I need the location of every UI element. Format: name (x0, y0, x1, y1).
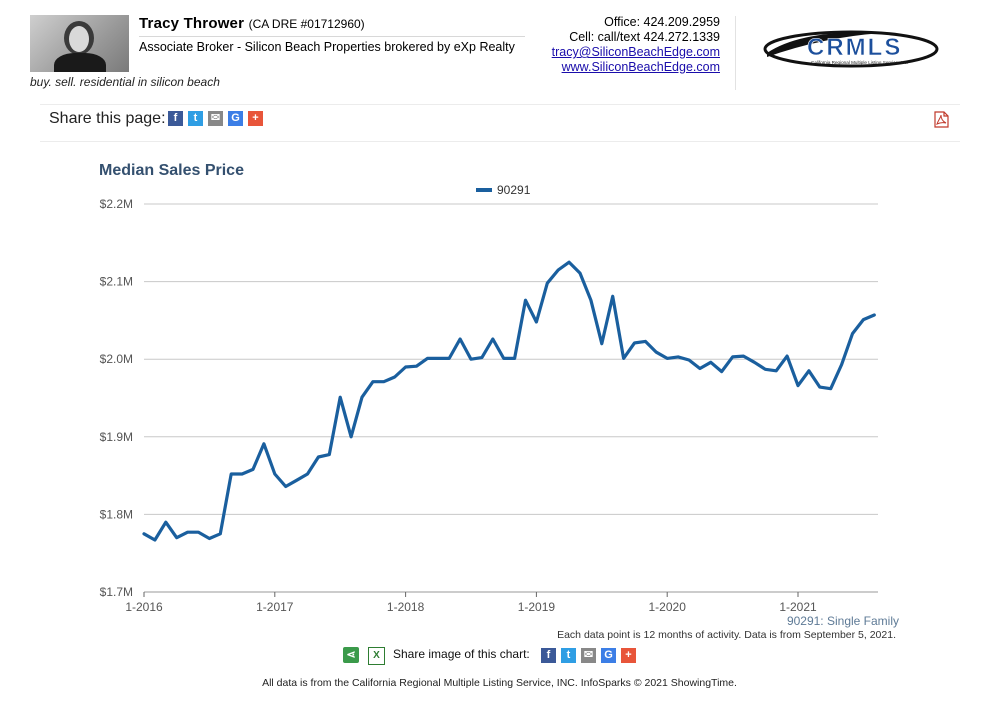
series-note: 90291: Single Family (786, 614, 899, 628)
footer-credit: All data is from the California Regional… (262, 677, 737, 689)
y-tick-label: $1.7M (100, 585, 133, 599)
excel-icon[interactable]: X (368, 647, 385, 665)
cell-phone: Cell: call/text 424.272.1339 (569, 30, 720, 44)
share-chart-label: Share image of this chart: (393, 647, 530, 661)
y-tick-label: $2.2M (100, 197, 133, 211)
x-tick-label: 1-2017 (256, 600, 294, 614)
data-note: Each data point is 12 months of activity… (557, 629, 896, 641)
email-icon[interactable]: ✉ (581, 648, 596, 663)
twitter-icon[interactable]: t (188, 111, 203, 126)
plus-icon[interactable]: + (248, 111, 263, 126)
google-icon[interactable]: G (228, 111, 243, 126)
facebook-icon[interactable]: f (541, 648, 556, 663)
divider (40, 104, 960, 105)
legend-label: 90291 (497, 183, 531, 197)
x-axis: 1-2016 1-2017 1-2018 1-2019 1-2020 1-2021 (125, 592, 817, 614)
share-page-label: Share this page: (49, 110, 166, 127)
chart-title: Median Sales Price (99, 162, 244, 179)
y-tick-label: $1.8M (100, 507, 133, 521)
series-lines (142, 260, 876, 542)
pdf-icon[interactable] (933, 111, 949, 128)
x-tick-label: 1-2020 (649, 600, 687, 614)
x-tick-label: 1-2019 (518, 600, 556, 614)
agent-info: Tracy Thrower (CA DRE #01712960) Associa… (139, 15, 525, 54)
email-icon[interactable]: ✉ (208, 111, 223, 126)
divider (40, 141, 960, 142)
office-phone: Office: 424.209.2959 (604, 15, 720, 29)
crmls-logo: CRMLS California Regional Multiple Listi… (763, 30, 939, 68)
series-line (142, 260, 876, 542)
facebook-icon[interactable]: f (168, 111, 183, 126)
x-tick-label: 1-2016 (125, 600, 163, 614)
agent-name: Tracy Thrower (139, 15, 245, 32)
y-axis-ticks: $1.7M $1.8M $1.9M $2.0M $2.1M $2.2M (100, 197, 133, 599)
y-tick-label: $1.9M (100, 430, 133, 444)
share-icon[interactable]: ⋖ (343, 647, 359, 663)
agent-photo (30, 15, 129, 72)
grid-lines (144, 203, 878, 593)
agent-tagline: buy. sell. residential in silicon beach (30, 75, 220, 89)
x-tick-label: 1-2018 (387, 600, 425, 614)
website-link[interactable]: www.SiliconBeachEdge.com (561, 60, 720, 74)
plus-icon[interactable]: + (621, 648, 636, 663)
header-divider (735, 16, 736, 90)
median-sales-price-chart: $1.7M$1.8M$1.9M$2.0M$2.1M$2.2M 1-2016 1-2… (100, 183, 878, 614)
agent-license: (CA DRE #01712960) (248, 17, 365, 31)
contact-info: Office: 424.209.2959 Cell: call/text 424… (552, 15, 720, 75)
agent-title: Associate Broker - Silicon Beach Propert… (139, 36, 525, 54)
y-tick-label: $2.1M (100, 275, 133, 289)
twitter-icon[interactable]: t (561, 648, 576, 663)
google-icon[interactable]: G (601, 648, 616, 663)
y-tick-label: $2.0M (100, 352, 133, 366)
svg-text:CRMLS: CRMLS (807, 34, 902, 61)
email-link[interactable]: tracy@SiliconBeachEdge.com (551, 45, 720, 59)
legend: 90291 (476, 183, 531, 197)
svg-text:California Regional Multiple L: California Regional Multiple Listing Ser… (811, 60, 908, 65)
x-tick-label: 1-2021 (779, 600, 817, 614)
